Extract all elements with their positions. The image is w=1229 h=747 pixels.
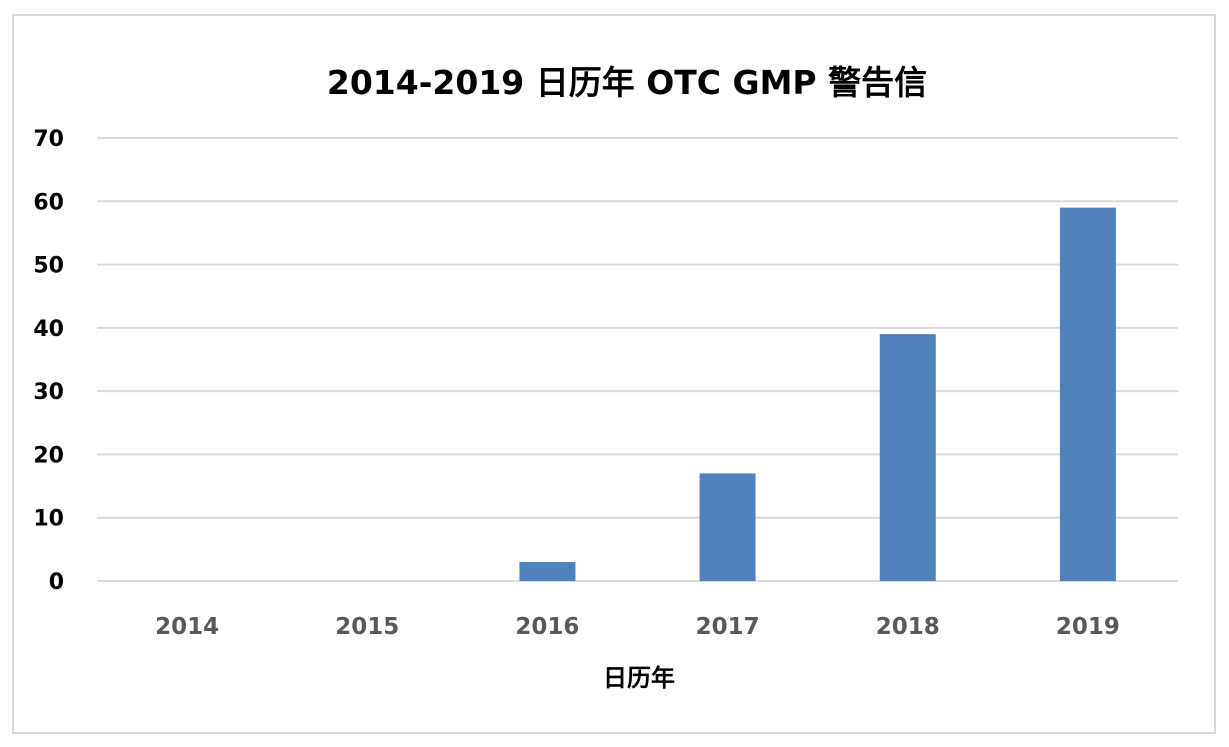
y-axis-ticks: 0 10 20 30 40 50 60 70 xyxy=(33,127,64,595)
chart-frame xyxy=(12,14,1216,734)
y-tick-label: 20 xyxy=(33,443,64,468)
bar-2018 xyxy=(879,334,936,581)
x-axis-label: 日历年 xyxy=(603,664,675,692)
x-tick-label: 2016 xyxy=(515,614,579,640)
x-tick-label: 2018 xyxy=(876,614,940,640)
y-tick-label: 70 xyxy=(33,127,64,152)
y-tick-label: 0 xyxy=(49,570,64,595)
chart-title: 2014-2019 日历年 OTC GMP 警告信 xyxy=(327,63,927,102)
y-tick-label: 30 xyxy=(33,380,64,405)
bar-2016 xyxy=(519,562,576,581)
y-tick-label: 40 xyxy=(33,317,64,342)
y-tick-label: 10 xyxy=(33,507,64,532)
x-tick-label: 2015 xyxy=(335,614,399,640)
x-tick-label: 2014 xyxy=(155,614,219,640)
y-tick-label: 60 xyxy=(33,190,64,215)
bars xyxy=(519,207,1116,581)
gridlines xyxy=(97,137,1178,582)
bar-2019 xyxy=(1059,207,1116,581)
x-tick-label: 2019 xyxy=(1056,614,1120,640)
y-tick-label: 50 xyxy=(33,254,64,279)
x-axis-ticks: 2014 2015 2016 2017 2018 2019 xyxy=(155,614,1120,640)
x-tick-label: 2017 xyxy=(696,614,760,640)
bar-2017 xyxy=(699,473,756,581)
